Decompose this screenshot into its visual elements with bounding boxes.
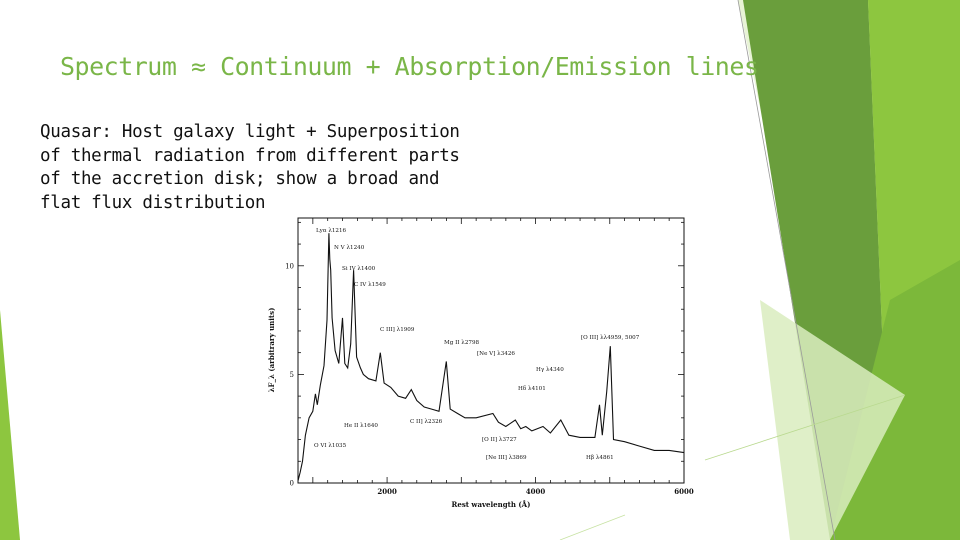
spectrum-chart: 2000 4000 6000 0 5 10 Lyα λ1216 N V λ1240 Si IV…	[258, 208, 698, 513]
body-line: of thermal radiation from different part…	[40, 145, 460, 166]
y-tick-label: 5	[290, 371, 294, 379]
y-tick-label: 10	[285, 262, 294, 270]
line-annotation: N V λ1240	[334, 245, 365, 251]
line-annotation: [Ne V] λ3426	[477, 351, 515, 357]
spectrum-chart-svg: 2000 4000 6000 0 5 10 Lyα λ1216 N V λ1240 Si IV…	[267, 217, 694, 509]
decor-pale-wedge	[760, 300, 905, 540]
line-annotation: Hδ λ4101	[518, 386, 546, 392]
line-annotation: He II λ1640	[344, 423, 378, 429]
line-annotation: C III] λ1909	[380, 327, 415, 333]
line-annotation: [Ne III] λ3869	[486, 455, 527, 461]
line-annotation: C IV λ1549	[354, 282, 386, 288]
line-annotation: O VI λ1035	[314, 443, 347, 449]
x-tick-label: 6000	[674, 487, 694, 496]
decor-thin-line-2	[704, 394, 906, 461]
x-tick-label: 4000	[526, 487, 546, 496]
body-line: flat flux distribution	[40, 192, 266, 213]
line-annotation: Hγ λ4340	[536, 367, 564, 373]
line-annotation: C II] λ2326	[410, 419, 443, 425]
body-line: of the accretion disk; show a broad and	[40, 169, 440, 189]
line-annotation: Mg II λ2798	[444, 340, 480, 346]
x-tick-label: 2000	[377, 487, 397, 496]
body-line: Quasar: Host galaxy light + Superpositio…	[40, 122, 460, 142]
line-annotation: [O II] λ3727	[482, 437, 517, 443]
y-tick-label: 0	[290, 480, 294, 488]
spectrum-line	[297, 233, 685, 481]
line-annotation: Si IV λ1400	[342, 266, 376, 272]
line-annotation: [O III] λλ4959, 5007	[581, 335, 640, 341]
slide-title: Spectrum ≈ Continuum + Absorption/Emissi…	[60, 52, 759, 81]
x-axis-label: Rest wavelength (Å)	[452, 500, 531, 509]
decor-left-sliver	[0, 310, 20, 540]
decor-thin-line	[737, 0, 836, 540]
body-text: Quasar: Host galaxy light + Superpositio…	[40, 121, 470, 215]
line-annotation: Hβ λ4861	[586, 455, 614, 461]
y-axis-label: λF_λ (arbitrary units)	[267, 308, 276, 393]
decor-bottom-line	[559, 514, 626, 540]
line-annotation: Lyα λ1216	[316, 228, 347, 234]
